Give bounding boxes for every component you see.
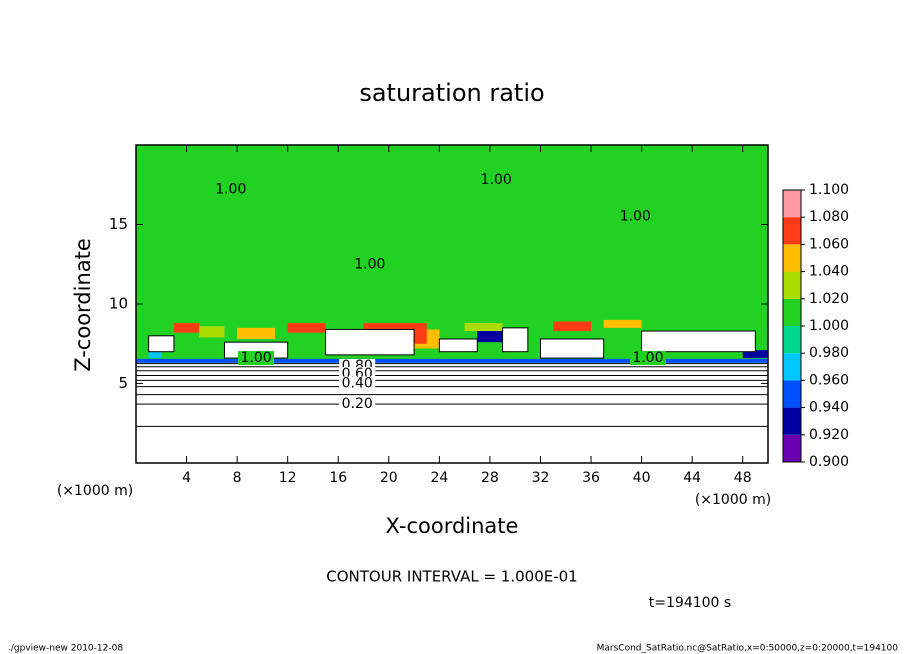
colorbar-bin xyxy=(783,244,801,272)
chart-title: saturation ratio xyxy=(359,79,544,107)
colorbar-label: 1.000 xyxy=(809,318,849,334)
colorbar-label: 1.040 xyxy=(809,264,849,280)
x-tick-label: 12 xyxy=(279,470,297,486)
contour-label-bg xyxy=(629,351,666,366)
field-patch xyxy=(603,319,642,328)
colorbar-bin xyxy=(783,217,801,245)
y-tick-label: 10 xyxy=(109,295,128,313)
contour-label-bg xyxy=(238,351,275,366)
colorbar-bin xyxy=(783,271,801,299)
colorbar-label: 0.960 xyxy=(809,372,849,388)
field-patch xyxy=(148,348,162,359)
colorbar-bin xyxy=(783,326,801,354)
y-axis-label: Z-coordinate xyxy=(71,238,95,372)
contour-label: 0.20 xyxy=(342,396,373,412)
field-patch xyxy=(173,323,200,333)
contour-label: 1.00 xyxy=(354,256,385,272)
field-patch xyxy=(641,330,756,353)
contour-label-bg xyxy=(339,376,376,391)
colorbar-label: 1.020 xyxy=(809,291,849,307)
field-patch xyxy=(502,327,529,353)
contour-label-bg xyxy=(617,209,654,224)
contour-label-bg xyxy=(339,397,376,412)
colorbar-label: 1.080 xyxy=(809,209,849,225)
colorbar-bin xyxy=(783,380,801,408)
field-patch xyxy=(148,335,175,353)
x-unit: (×1000 m) xyxy=(695,492,771,508)
x-tick-label: 44 xyxy=(683,470,701,486)
contour-label: 0.40 xyxy=(342,376,373,392)
field-patch xyxy=(438,338,478,353)
x-tick-label: 28 xyxy=(481,470,499,486)
colorbar-label: 0.920 xyxy=(809,427,849,443)
field-patch xyxy=(237,327,276,339)
x-axis-label: X-coordinate xyxy=(386,514,519,538)
x-tick-label: 36 xyxy=(582,470,600,486)
colorbar-bin xyxy=(783,298,801,326)
colorbar-label: 0.900 xyxy=(809,454,849,470)
field-patch xyxy=(464,323,503,332)
field-patch xyxy=(742,350,768,359)
field-region xyxy=(136,145,768,362)
contour-label: 1.00 xyxy=(215,182,246,198)
x-tick-label: 48 xyxy=(734,470,752,486)
y-tick-label: 15 xyxy=(109,215,128,233)
footer-right: MarsCond_SatRatio.nc@SatRatio,x=0:50000,… xyxy=(597,644,899,654)
time-label: t=194100 s xyxy=(649,595,731,611)
y-tick-label: 5 xyxy=(118,374,128,392)
contour-interval: CONTOUR INTERVAL = 1.000E-01 xyxy=(326,568,577,586)
y-unit: (×1000 m) xyxy=(57,483,133,499)
colorbar-bin xyxy=(783,353,801,381)
colorbar-label: 1.060 xyxy=(809,236,849,252)
x-tick-label: 16 xyxy=(329,470,347,486)
x-tick-label: 4 xyxy=(182,470,191,486)
field-patch xyxy=(136,358,768,363)
field-patch xyxy=(199,326,225,338)
colorbar-label: 0.940 xyxy=(809,400,849,416)
colorbar-label: 0.980 xyxy=(809,345,849,361)
colorbar-label: 1.100 xyxy=(809,182,849,198)
contour-label: 1.00 xyxy=(620,209,651,225)
x-tick-label: 24 xyxy=(430,470,448,486)
contour-label: 1.00 xyxy=(481,172,512,188)
x-tick-label: 32 xyxy=(532,470,550,486)
x-tick-label: 20 xyxy=(380,470,398,486)
field-patch xyxy=(287,323,326,333)
x-tick-label: 8 xyxy=(233,470,242,486)
contour-label-bg xyxy=(478,172,515,187)
contour-label: 1.00 xyxy=(240,350,271,366)
field-patch xyxy=(325,328,415,356)
colorbar-bin xyxy=(783,407,801,435)
x-tick-label: 40 xyxy=(633,470,651,486)
colorbar-bin xyxy=(783,190,801,218)
colorbar-bin xyxy=(783,434,801,462)
field-patch xyxy=(539,338,605,359)
field-patch xyxy=(477,329,503,343)
contour-label-bg xyxy=(212,182,249,197)
contour-label: 1.00 xyxy=(632,350,663,366)
footer-left: ./gpview-new 2010-12-08 xyxy=(8,644,123,654)
field-patch xyxy=(553,321,592,332)
contour-label-bg xyxy=(351,257,388,272)
